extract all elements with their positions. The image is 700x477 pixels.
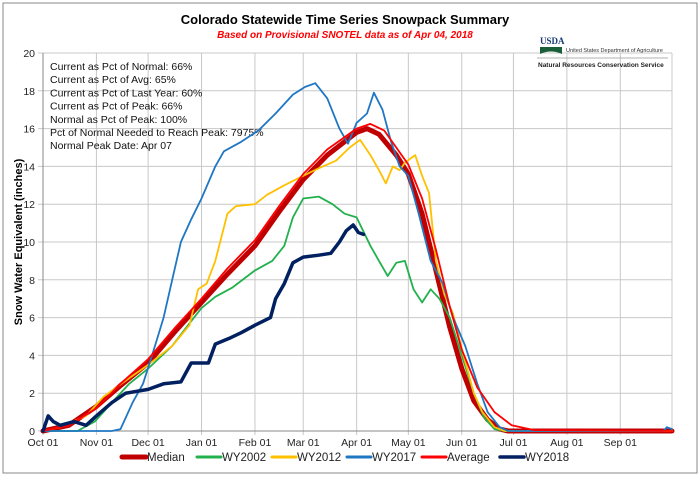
legend-label: Median — [147, 452, 185, 464]
series-line-wy2017 — [42, 82, 673, 432]
usda-department: United States Department of Agriculture — [566, 48, 663, 54]
legend: Median WY2002 WY2012 WY2017 Average WY2018 — [119, 452, 569, 464]
stat-line: Normal Peak Date: Apr 07 — [50, 140, 172, 152]
legend-label: WY2012 — [297, 452, 341, 464]
y-tick-label: 10 — [23, 237, 35, 249]
legend-label: WY2017 — [372, 452, 416, 464]
y-tick-label: 0 — [29, 426, 35, 438]
x-tick-label: Jul 01 — [499, 437, 527, 449]
stat-line: Current as Pct of Last Year: 60% — [50, 87, 202, 99]
y-tick-label: 2 — [29, 388, 35, 400]
y-axis-label: Snow Water Equivalent (inches) — [13, 158, 25, 325]
x-tick-label: Jun 01 — [446, 437, 478, 449]
series-lines — [40, 82, 675, 434]
y-tick-label: 18 — [23, 86, 35, 98]
x-tick-label: Aug 01 — [550, 437, 583, 449]
usda-logo-mark — [540, 47, 562, 54]
x-axis-ticks: Oct 01 Nov 01 Dec 01 Jan 01 Feb 01 Mar 01 Apr … — [28, 437, 638, 449]
nrcs-name: Natural Resources Conservation Service — [538, 62, 664, 69]
stat-line: Normal as Pct of Peak: 100% — [50, 114, 187, 126]
y-tick-label: 20 — [23, 48, 35, 60]
y-tick-label: 16 — [23, 124, 35, 136]
usda-logo-text: USDA — [540, 36, 565, 46]
series-line-median — [40, 126, 675, 434]
y-tick-label: 4 — [29, 350, 35, 362]
legend-label: WY2002 — [222, 452, 266, 464]
x-tick-label: Dec 01 — [131, 437, 164, 449]
series-line-wy2018 — [41, 223, 366, 433]
y-tick-label: 6 — [29, 313, 35, 325]
x-tick-label: Apr 01 — [341, 437, 372, 449]
x-tick-label: Mar 01 — [287, 437, 320, 449]
stat-line: Pct of Normal Needed to Reach Peak: 7975… — [50, 127, 264, 139]
y-tick-label: 8 — [29, 275, 35, 287]
x-tick-label: May 01 — [391, 437, 426, 449]
stat-line: Current as Pct of Normal: 66% — [50, 61, 192, 73]
x-tick-label: Feb 01 — [239, 437, 272, 449]
y-axis-ticks: 0 2 4 6 8 10 12 14 16 18 20 — [23, 48, 35, 438]
y-tick-label: 12 — [23, 199, 35, 211]
x-tick-label: Sep 01 — [604, 437, 637, 449]
x-tick-label: Jan 01 — [186, 437, 218, 449]
stat-line: Current as Pct of Peak: 66% — [50, 101, 182, 113]
y-tick-label: 14 — [23, 161, 35, 173]
stats-box: Current as Pct of Normal: 66%Current as … — [50, 61, 264, 152]
stat-line: Current as Pct of Avg: 65% — [50, 74, 176, 86]
series-line-average — [42, 123, 673, 432]
usda-logo: USDA United States Department of Agricul… — [537, 36, 668, 69]
chart-title: Colorado Statewide Time Series Snowpack … — [181, 12, 510, 27]
x-tick-label: Nov 01 — [80, 437, 113, 449]
legend-label: WY2018 — [525, 452, 569, 464]
legend-label: Average — [447, 452, 490, 464]
chart-subtitle: Based on Provisional SNOTEL data as of A… — [217, 30, 473, 41]
x-tick-label: Oct 01 — [28, 437, 59, 449]
